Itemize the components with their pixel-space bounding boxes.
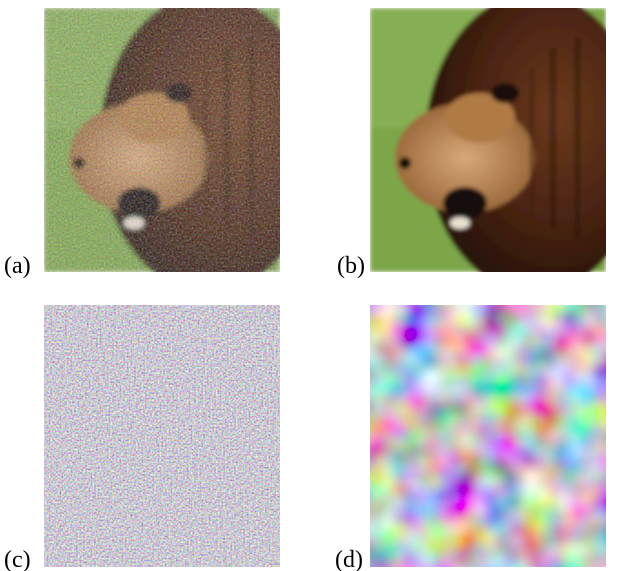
panel-label: (b) bbox=[337, 253, 365, 279]
image-c bbox=[44, 305, 280, 567]
image-b bbox=[370, 8, 606, 272]
image-d bbox=[370, 305, 606, 567]
panel-label: (a) bbox=[4, 253, 31, 279]
panel-label: (c) bbox=[4, 547, 31, 571]
panel-label: (d) bbox=[335, 547, 363, 571]
image-a bbox=[44, 8, 280, 272]
